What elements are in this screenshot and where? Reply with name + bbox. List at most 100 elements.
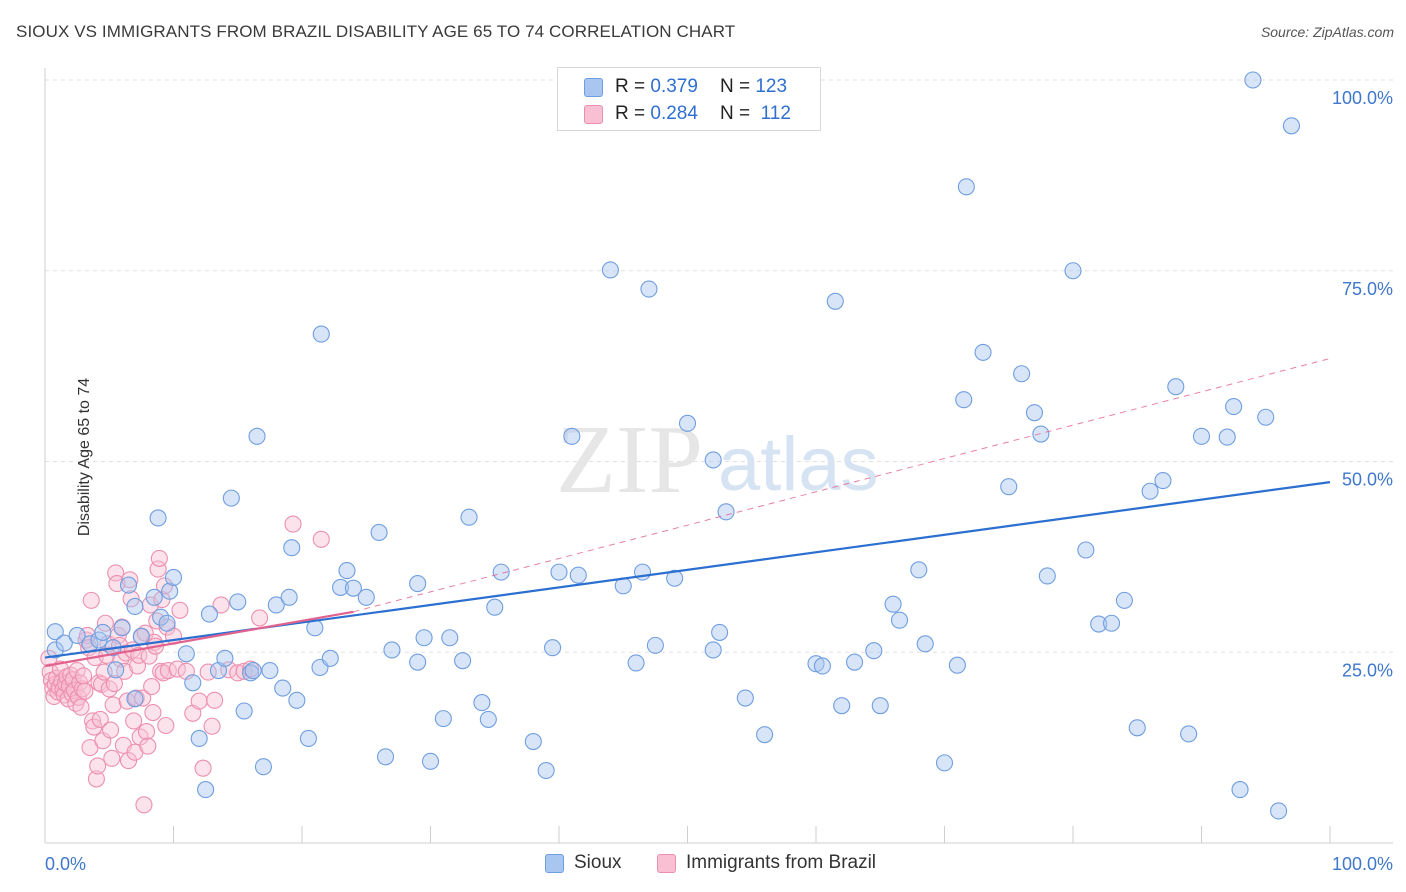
- sioux-point: [190, 729, 208, 748]
- legend-swatch-brazil: [657, 853, 676, 873]
- sioux-point: [321, 649, 339, 667]
- chart-title: SIOUX VS IMMIGRANTS FROM BRAZIL DISABILI…: [16, 22, 736, 41]
- legend-r-value: 0.284: [650, 103, 698, 124]
- sioux-point: [1077, 541, 1095, 559]
- sioux-point: [254, 758, 273, 776]
- sioux-point: [1090, 615, 1108, 633]
- source-label: Source: ZipAtlas.com: [1260, 24, 1394, 40]
- brazil-point: [139, 737, 157, 755]
- brazil-point: [251, 609, 269, 627]
- sioux-point: [200, 605, 219, 623]
- sioux-point: [492, 563, 510, 581]
- brazil-point: [87, 770, 105, 788]
- legend-swatch-brazil: [584, 104, 603, 124]
- tick-labels: 25.0% 50.0% 75.0% 100.0% 0.0% 100.0%: [45, 88, 1393, 874]
- sioux-point: [935, 754, 954, 772]
- sioux-point: [1013, 365, 1031, 383]
- brazil-point: [206, 691, 224, 709]
- sioux-point: [376, 748, 395, 766]
- sioux-point: [1282, 117, 1300, 135]
- gridlines: [45, 79, 1393, 653]
- brazil-point: [203, 717, 221, 735]
- sioux-point: [479, 710, 497, 728]
- sioux-point: [280, 588, 298, 606]
- brazil-point: [190, 692, 208, 710]
- brazil-point: [69, 688, 87, 706]
- sioux-point: [666, 569, 684, 587]
- brazil-point: [103, 749, 121, 767]
- brazil-point: [137, 723, 156, 741]
- brazil-point: [101, 721, 120, 739]
- sioux-point: [1154, 472, 1172, 490]
- y-tick-label: 75.0%: [1342, 279, 1393, 299]
- sioux-point: [1218, 428, 1236, 446]
- y-tick-label: 50.0%: [1342, 470, 1393, 490]
- series-sioux-points: [46, 71, 1300, 820]
- sioux-point: [113, 619, 131, 637]
- brazil-point: [104, 696, 122, 714]
- sioux-point: [421, 752, 440, 770]
- brazil-point: [76, 682, 94, 700]
- sioux-point: [261, 662, 279, 680]
- brazil-point: [159, 662, 177, 680]
- sioux-point: [955, 391, 973, 409]
- sioux-point: [1025, 404, 1043, 422]
- sioux-point: [119, 576, 138, 594]
- sioux-point: [248, 427, 266, 445]
- brazil-point: [312, 530, 330, 548]
- stats-legend: R = 0.379 N = 123 R = 0.284 N = 112: [557, 67, 821, 131]
- legend-item-sioux[interactable]: Sioux: [545, 852, 622, 874]
- sioux-point: [216, 649, 234, 667]
- legend-row-brazil: R = 0.284 N = 112: [584, 102, 791, 126]
- sioux-point: [283, 539, 301, 557]
- sioux-point: [55, 634, 73, 652]
- brazil-point: [72, 698, 90, 716]
- brazil-point: [121, 571, 139, 589]
- brazil-point: [242, 660, 260, 678]
- sioux-point: [331, 578, 350, 596]
- sioux-point: [711, 623, 729, 641]
- sioux-point: [1257, 408, 1275, 426]
- sioux-point: [678, 414, 697, 432]
- legend-n-value: 112: [760, 103, 791, 124]
- legend-item-brazil[interactable]: Immigrants from Brazil: [657, 852, 876, 874]
- legend-swatch-sioux: [584, 77, 603, 97]
- trendlines: [44, 358, 1331, 668]
- sioux-point: [544, 639, 562, 657]
- legend-label-brazil: Immigrants from Brazil: [686, 852, 877, 873]
- sioux-point: [244, 662, 262, 680]
- sioux-point: [184, 674, 202, 692]
- sioux-point: [890, 611, 909, 629]
- sioux-point: [164, 568, 183, 587]
- watermark: ZIP atlas: [556, 406, 879, 514]
- sioux-point: [948, 656, 966, 674]
- sioux-point: [299, 729, 317, 748]
- sioux-point: [357, 588, 375, 606]
- sioux-point: [1192, 427, 1211, 445]
- sioux-point: [1141, 482, 1159, 500]
- sioux-point: [1128, 719, 1146, 737]
- sioux-point: [242, 664, 260, 682]
- legend-label-sioux: Sioux: [574, 852, 622, 873]
- sioux-point: [704, 641, 722, 659]
- sioux-point: [550, 563, 568, 581]
- legend-r-label: R =: [615, 76, 646, 97]
- brazil-point: [89, 757, 107, 775]
- sioux-point: [370, 523, 388, 542]
- legend-row-sioux: R = 0.379 N = 123: [584, 75, 787, 99]
- brazil-point: [116, 662, 134, 680]
- sioux-point: [126, 690, 144, 708]
- legend-swatch-sioux: [545, 853, 564, 873]
- sioux-point: [826, 292, 844, 310]
- legend-n-value: 123: [755, 76, 788, 97]
- brazil-point: [171, 601, 189, 619]
- brazil-point: [73, 680, 91, 698]
- legend-n-label: N =: [719, 76, 751, 97]
- sioux-point: [409, 575, 427, 593]
- brazil-point: [100, 680, 118, 698]
- legend-r-value: 0.379: [650, 76, 698, 97]
- sioux-point: [312, 325, 330, 343]
- sioux-point: [161, 582, 179, 600]
- sioux-point: [1225, 398, 1243, 416]
- x-tick-label: 0.0%: [45, 854, 86, 874]
